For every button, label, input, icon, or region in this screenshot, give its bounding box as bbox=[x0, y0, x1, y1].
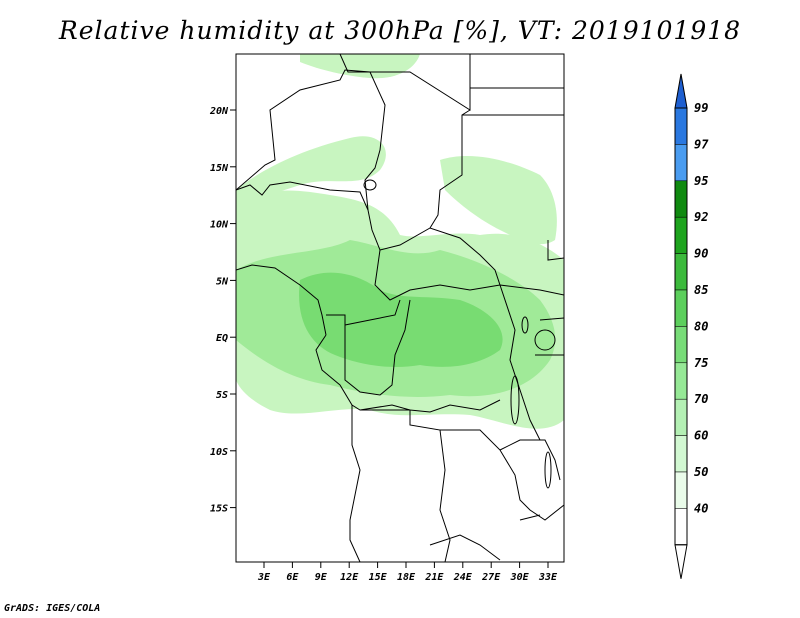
lat-tick-label: 5N bbox=[216, 276, 229, 287]
humidity-area-east bbox=[440, 155, 557, 245]
lake-malawi bbox=[544, 451, 552, 489]
colorbar-label: 90 bbox=[694, 247, 708, 261]
lat-tick-label: 15N bbox=[210, 163, 229, 174]
colorbar-label: 70 bbox=[694, 392, 708, 406]
colorbar-label: 99 bbox=[694, 101, 708, 115]
humidity-area-strong bbox=[299, 272, 503, 367]
colorbar-segment bbox=[674, 398, 688, 436]
colorbar-segment bbox=[674, 107, 688, 145]
colorbar-top-arrow bbox=[674, 73, 688, 109]
latitude-axis: 20N 15N 10N 5N EQ 5S 10S 15S bbox=[209, 106, 236, 515]
colorbar-label: 85 bbox=[694, 283, 708, 297]
colorbar-segment bbox=[674, 362, 688, 400]
lon-tick-label: 30E bbox=[510, 572, 530, 583]
colorbar-segment bbox=[674, 180, 688, 218]
lake-chad bbox=[363, 179, 377, 191]
lat-tick-label: 10N bbox=[210, 220, 229, 231]
footer-credit: GrADS: IGES/COLA bbox=[4, 603, 101, 614]
colorbar-label: 60 bbox=[694, 429, 708, 443]
lon-tick-label: 3E bbox=[257, 572, 271, 583]
lat-tick-label: 15S bbox=[210, 504, 228, 515]
lon-tick-label: 9E bbox=[315, 572, 328, 583]
colorbar-label: 75 bbox=[694, 356, 708, 370]
humidity-shading bbox=[236, 54, 564, 429]
lon-tick-label: 27E bbox=[481, 572, 501, 583]
humidity-area-top bbox=[300, 54, 420, 79]
lat-tick-label: EQ bbox=[216, 333, 228, 344]
country-borders bbox=[236, 54, 564, 562]
map-title: Relative humidity at 300hPa [%], VT: 201… bbox=[58, 16, 742, 45]
colorbar-segment bbox=[674, 144, 688, 182]
lon-tick-label: 33E bbox=[538, 572, 558, 583]
colorbar-bottom-arrow bbox=[674, 544, 688, 579]
colorbar: 99 97 95 92 90 85 80 75 70 60 50 40 bbox=[674, 73, 709, 579]
colorbar-label: 40 bbox=[694, 501, 708, 515]
lat-tick-label: 10S bbox=[210, 447, 228, 458]
lon-tick-label: 15E bbox=[369, 572, 388, 583]
lake-albert bbox=[521, 316, 529, 334]
colorbar-segment bbox=[674, 508, 688, 546]
colorbar-segment bbox=[674, 216, 688, 254]
colorbar-segment bbox=[674, 289, 688, 327]
colorbar-label: 80 bbox=[694, 319, 708, 333]
colorbar-segment bbox=[674, 253, 688, 291]
lon-tick-label: 21E bbox=[424, 572, 444, 583]
colorbar-label: 95 bbox=[694, 174, 708, 188]
colorbar-label: 97 bbox=[694, 137, 709, 151]
lake-tanganyika bbox=[510, 375, 520, 425]
colorbar-segment bbox=[674, 471, 688, 509]
lake-victoria bbox=[534, 329, 556, 351]
colorbar-segment bbox=[674, 435, 688, 473]
colorbar-label: 50 bbox=[694, 465, 708, 479]
lon-tick-label: 6E bbox=[286, 572, 299, 583]
lat-tick-label: 20N bbox=[209, 106, 229, 117]
humidity-area-north bbox=[236, 136, 386, 205]
lon-tick-label: 18E bbox=[397, 572, 416, 583]
longitude-axis: 3E 6E 9E 12E 15E 18E 21E 24E 27E 30E 33E bbox=[257, 562, 558, 583]
lat-tick-label: 5S bbox=[216, 390, 228, 401]
lakes bbox=[363, 179, 556, 489]
colorbar-label: 92 bbox=[694, 210, 708, 224]
colorbar-segment bbox=[674, 326, 688, 364]
map-frame bbox=[235, 53, 565, 563]
lon-tick-label: 24E bbox=[453, 572, 473, 583]
lon-tick-label: 12E bbox=[340, 572, 359, 583]
